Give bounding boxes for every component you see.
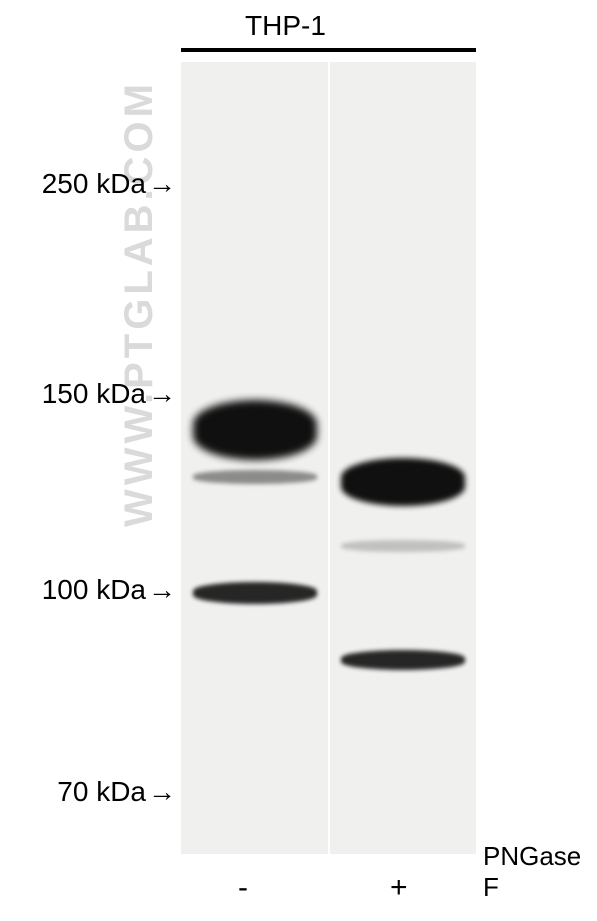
arrow-icon: → (148, 378, 176, 410)
lane-minus-label: - (238, 871, 248, 905)
figure-container: THP-1 WWW.PTGLAB.COM 250 kDa→150 kDa→100… (0, 0, 597, 921)
mw-text: 100 kDa (42, 574, 146, 605)
arrow-icon: → (148, 776, 176, 808)
watermark-text: WWW.PTGLAB.COM (117, 80, 162, 527)
arrow-icon: → (148, 168, 176, 200)
band-100kDa (193, 582, 317, 604)
lane-divider (328, 62, 330, 854)
mw-marker: 250 kDa→ (0, 168, 176, 200)
band-main-125kDa (341, 458, 465, 506)
lane-plus-label: + (390, 871, 408, 905)
band-faint-110kDa (341, 540, 465, 552)
mw-marker: 100 kDa→ (0, 574, 176, 606)
band-faint-125kDa (193, 470, 317, 484)
header-rule (181, 48, 476, 52)
mw-text: 250 kDa (42, 168, 146, 199)
mw-text: 150 kDa (42, 378, 146, 409)
blot-membrane (181, 62, 476, 854)
mw-marker: 70 kDa→ (0, 776, 176, 808)
band-main-140kDa (193, 400, 317, 460)
mw-marker: 150 kDa→ (0, 378, 176, 410)
band-85kDa (341, 650, 465, 670)
treatment-label: PNGase F (483, 841, 597, 903)
sample-label: THP-1 (245, 10, 326, 42)
arrow-icon: → (148, 574, 176, 606)
mw-text: 70 kDa (57, 776, 146, 807)
